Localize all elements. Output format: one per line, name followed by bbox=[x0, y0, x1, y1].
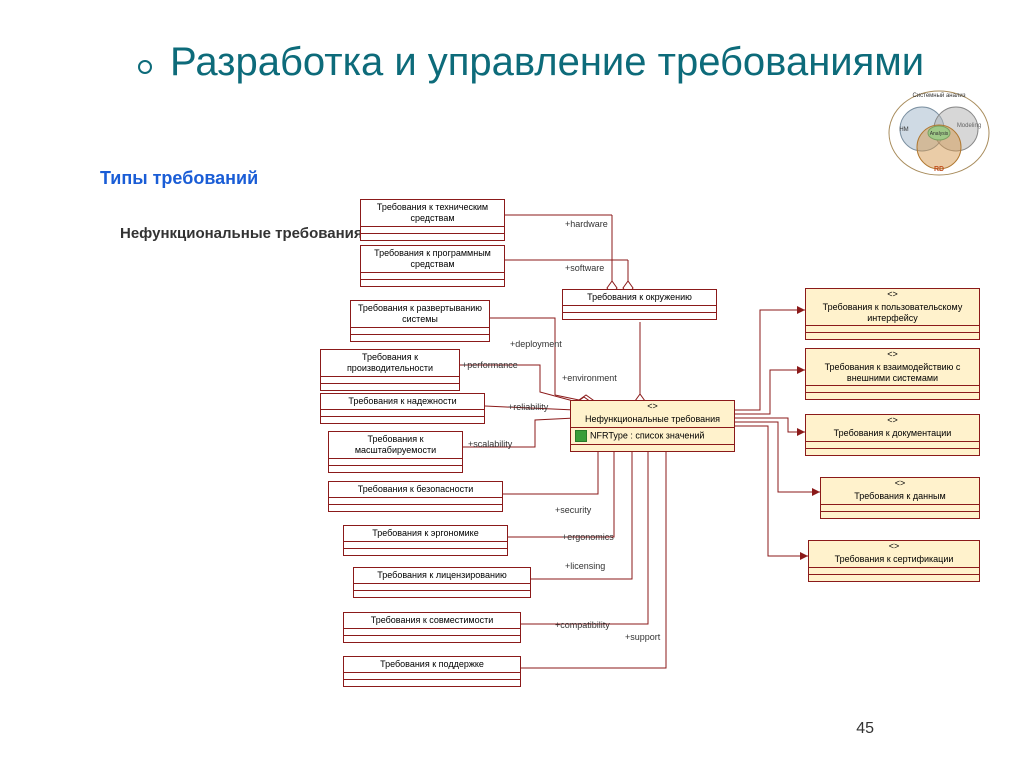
uml-title: Требования к пользовательскому интерфейс… bbox=[806, 300, 979, 327]
edge-label: +performance bbox=[462, 360, 518, 370]
page-number: 45 bbox=[856, 720, 874, 738]
uml-title: Требования к лицензированию bbox=[354, 568, 530, 584]
uml-box-cert: <>Требования к сертификации bbox=[808, 540, 980, 582]
uml-box-compat: Требования к совместимости bbox=[343, 612, 521, 643]
uml-box-deploy: Требования к развертыванию системы bbox=[350, 300, 490, 342]
uml-box-license: Требования к лицензированию bbox=[353, 567, 531, 598]
edge-label: +deployment bbox=[510, 339, 562, 349]
uml-title: Нефункциональные требования bbox=[571, 412, 734, 428]
venn-center-label: Analysis bbox=[930, 131, 949, 137]
uml-box-reliab: Требования к надежности bbox=[320, 393, 485, 424]
uml-box-gui: <>Требования к пользовательскому интерфе… bbox=[805, 288, 980, 340]
edge-label: +ergonomics bbox=[562, 532, 614, 542]
venn-outer-label: Системный анализ bbox=[912, 92, 965, 99]
uml-title: Требования к масштабируемости bbox=[329, 432, 462, 459]
venn-left-label: HM bbox=[899, 127, 908, 133]
uml-title: Требования к производительности bbox=[321, 350, 459, 377]
enum-icon bbox=[575, 430, 587, 442]
uml-title: Требования к техническим средствам bbox=[361, 200, 504, 227]
uml-title: Требования к документации bbox=[806, 426, 979, 442]
uml-box-central-nfr: <>Нефункциональные требованияNFRType : с… bbox=[570, 400, 735, 452]
uml-title: Требования к взаимодействию с внешними с… bbox=[806, 360, 979, 387]
uml-box-tech: Требования к техническим средствам bbox=[360, 199, 505, 241]
uml-title: Требования к надежности bbox=[321, 394, 484, 410]
uml-box-ergo: Требования к эргономике bbox=[343, 525, 508, 556]
section-label: Нефункциональные требования bbox=[120, 225, 363, 242]
edge-label: +reliability bbox=[508, 402, 548, 412]
slide-title: Разработка и управление требованиями bbox=[170, 40, 924, 85]
uml-title: Требования к сертификации bbox=[809, 552, 979, 568]
edge-label: +compatibility bbox=[555, 620, 610, 630]
uml-title: Требования к развертыванию системы bbox=[351, 301, 489, 328]
uml-box-env: Требования к окружению bbox=[562, 289, 717, 320]
title-bullet bbox=[138, 60, 152, 74]
edge-label: +software bbox=[565, 263, 604, 273]
uml-box-ice: <>Требования к взаимодействию с внешними… bbox=[805, 348, 980, 400]
uml-title: Требования к данным bbox=[821, 489, 979, 505]
edge-label: +support bbox=[625, 632, 660, 642]
edge-label: +hardware bbox=[565, 219, 608, 229]
edge-label: +environment bbox=[562, 373, 617, 383]
uml-attribute: NFRType : список значений bbox=[571, 428, 734, 445]
uml-title: Требования к безопасности bbox=[329, 482, 502, 498]
uml-box-scale: Требования к масштабируемости bbox=[328, 431, 463, 473]
uml-box-data: <>Требования к данным bbox=[820, 477, 980, 519]
edge-label: +licensing bbox=[565, 561, 605, 571]
venn-bottom-label: RD bbox=[934, 166, 944, 173]
uml-title: Требования к совместимости bbox=[344, 613, 520, 629]
uml-box-support: Требования к поддержке bbox=[343, 656, 521, 687]
uml-stereotype: <> bbox=[806, 289, 979, 300]
venn-right-label: Modeling bbox=[957, 123, 981, 129]
slide-subtitle: Типы требований bbox=[100, 168, 258, 189]
uml-box-prog: Требования к программным средствам bbox=[360, 245, 505, 287]
uml-stereotype: <> bbox=[571, 401, 734, 412]
uml-box-perf: Требования к производительности bbox=[320, 349, 460, 391]
uml-stereotype: <> bbox=[821, 478, 979, 489]
uml-box-doc: <>Требования к документации bbox=[805, 414, 980, 456]
uml-stereotype: <> bbox=[806, 349, 979, 360]
uml-title: Требования к поддержке bbox=[344, 657, 520, 673]
uml-title: Требования к окружению bbox=[563, 290, 716, 306]
uml-stereotype: <> bbox=[809, 541, 979, 552]
uml-title: Требования к программным средствам bbox=[361, 246, 504, 273]
edge-label: +scalability bbox=[468, 439, 512, 449]
uml-box-secur: Требования к безопасности bbox=[328, 481, 503, 512]
uml-stereotype: <> bbox=[806, 415, 979, 426]
edge-label: +security bbox=[555, 505, 591, 515]
venn-diagram: Системный анализ HM Modeling RD Analysis bbox=[884, 85, 994, 185]
uml-title: Требования к эргономике bbox=[344, 526, 507, 542]
